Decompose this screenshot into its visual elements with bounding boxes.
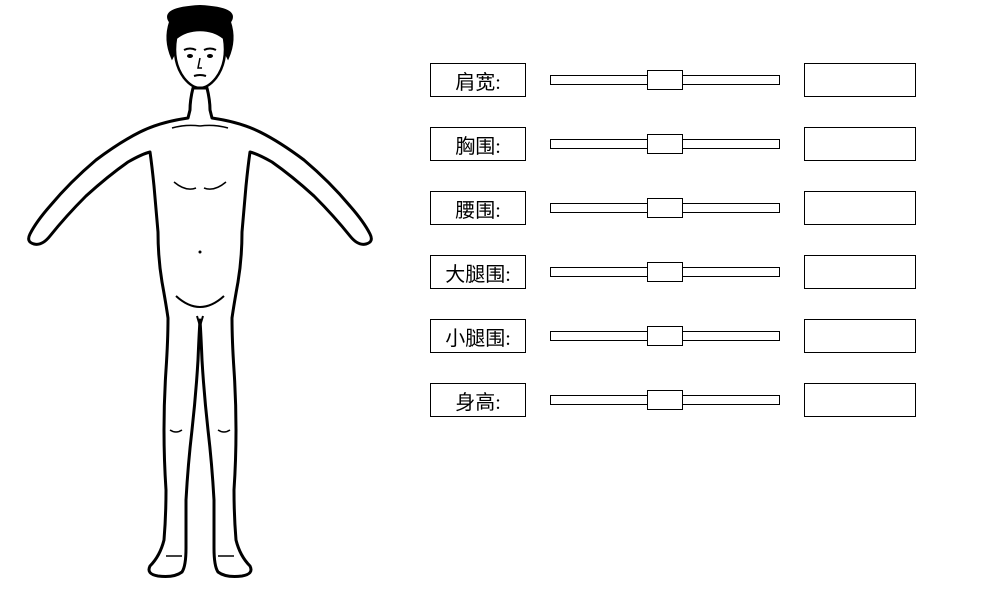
row-thigh: 大腿围: [430, 252, 960, 292]
slider-thumb[interactable] [647, 326, 683, 346]
body-outline-icon [0, 0, 400, 596]
slider-thumb[interactable] [647, 134, 683, 154]
label-chest: 胸围: [430, 127, 526, 161]
row-shoulder: 肩宽: [430, 60, 960, 100]
label-calf: 小腿围: [430, 319, 526, 353]
slider-thumb[interactable] [647, 198, 683, 218]
slider-thumb[interactable] [647, 262, 683, 282]
slider-shoulder[interactable] [550, 63, 780, 97]
row-chest: 胸围: [430, 124, 960, 164]
slider-calf[interactable] [550, 319, 780, 353]
value-shoulder[interactable] [804, 63, 916, 97]
slider-thigh[interactable] [550, 255, 780, 289]
slider-chest[interactable] [550, 127, 780, 161]
value-waist[interactable] [804, 191, 916, 225]
slider-thumb[interactable] [647, 70, 683, 90]
row-waist: 腰围: [430, 188, 960, 228]
slider-waist[interactable] [550, 191, 780, 225]
row-calf: 小腿围: [430, 316, 960, 356]
slider-height[interactable] [550, 383, 780, 417]
value-thigh[interactable] [804, 255, 916, 289]
main-container: 肩宽: 胸围: 腰围: 大腿围: [0, 0, 1000, 596]
row-height: 身高: [430, 380, 960, 420]
body-figure-panel [0, 0, 400, 596]
label-thigh: 大腿围: [430, 255, 526, 289]
label-waist: 腰围: [430, 191, 526, 225]
measurements-panel: 肩宽: 胸围: 腰围: 大腿围: [400, 0, 1000, 596]
value-calf[interactable] [804, 319, 916, 353]
label-shoulder: 肩宽: [430, 63, 526, 97]
label-height: 身高: [430, 383, 526, 417]
value-height[interactable] [804, 383, 916, 417]
value-chest[interactable] [804, 127, 916, 161]
slider-thumb[interactable] [647, 390, 683, 410]
